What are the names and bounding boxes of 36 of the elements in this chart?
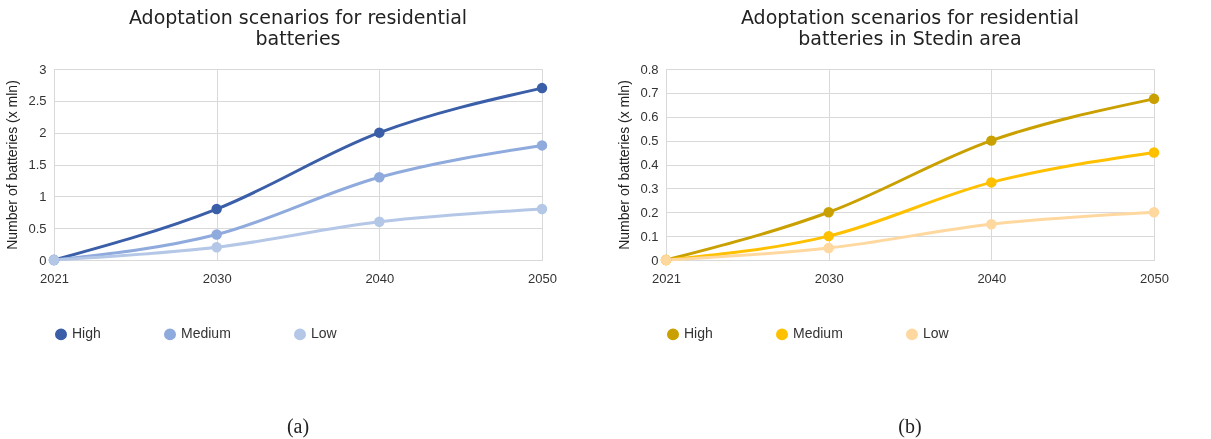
x-tick-label: 2040 (365, 270, 395, 286)
y-tick-label: 1 (39, 188, 47, 204)
legend-label: Medium (793, 325, 843, 342)
text: (a) (286, 415, 310, 438)
legend-label: High (684, 325, 713, 342)
y-tick-label: 0.8 (640, 61, 659, 77)
y-tick-label: 0.7 (640, 85, 659, 101)
y-tick-label: 0 (39, 252, 47, 268)
x-tick-label: 2021 (652, 270, 681, 286)
x-tick-label: 2030 (814, 270, 844, 286)
y-tick-label: 0.3 (640, 180, 659, 196)
x-tick-label: 2021 (40, 270, 69, 286)
text: (b) (898, 415, 922, 438)
y-tick-label: 0.5 (640, 133, 659, 149)
y-axis-title: Number of batteries (x mln) (4, 80, 21, 250)
y-tick-label: 0.4 (640, 157, 659, 172)
y-tick-label: 1.5 (28, 157, 47, 172)
y-tick-label: 3 (39, 61, 47, 77)
y-tick-label: 2.5 (28, 93, 47, 109)
y-tick-label: 0.6 (640, 109, 659, 125)
legend-label: Low (923, 325, 950, 342)
legend-label: Low (311, 325, 338, 342)
x-tick-label: 2050 (1140, 270, 1169, 286)
y-tick-label: 2 (39, 125, 47, 141)
chart-title: Adoptation scenarios for residential batteries (128, 6, 468, 49)
y-tick-label: 0.5 (28, 220, 47, 236)
y-tick-label: 0 (651, 252, 659, 268)
chart-title: Adoptation scenarios for residential batteries in Stedin area (740, 6, 1080, 49)
legend-label: High (72, 325, 101, 342)
x-tick-label: 2050 (528, 270, 557, 286)
y-axis-title: Number of batteries (x mln) (616, 80, 633, 250)
x-tick-label: 2040 (977, 270, 1007, 286)
y-tick-label: 0.2 (640, 204, 659, 220)
x-tick-label: 2030 (202, 270, 232, 286)
y-tick-label: 0.1 (640, 228, 659, 244)
legend-label: Medium (181, 325, 231, 342)
